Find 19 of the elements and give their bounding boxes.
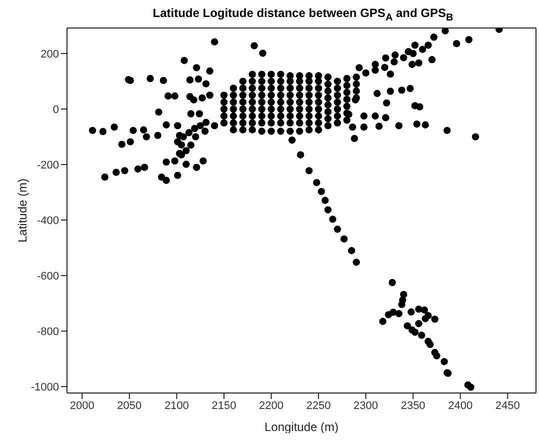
x-tick-label: 2300 xyxy=(354,400,378,412)
y-tick-label: -800 xyxy=(36,326,59,338)
x-tick-label: 2400 xyxy=(448,400,473,412)
y-tick-label: 0 xyxy=(52,104,59,116)
y-tick-label: -200 xyxy=(36,159,59,172)
x-tick-label: 2200 xyxy=(259,400,284,412)
y-tick-label: -600 xyxy=(36,270,59,282)
y-tick-label: -1000 xyxy=(30,382,59,394)
x-tick-label: 2350 xyxy=(400,400,426,412)
x-tick-label: 2450 xyxy=(495,400,520,412)
x-tick-label: 2050 xyxy=(117,400,142,412)
y-axis-title: Latitude (m) xyxy=(15,178,30,243)
x-tick-label: 2250 xyxy=(306,400,331,412)
y-tick-label: -400 xyxy=(36,214,59,227)
chart-title: Latitude Logitude distance between GPS$_{A}$ and GPS$_{B}$ xyxy=(152,6,454,24)
x-tick-label: 2100 xyxy=(164,400,189,412)
y-tick-label: 200 xyxy=(40,48,59,60)
x-tick-label: 2000 xyxy=(70,400,94,412)
x-tick-label: 2150 xyxy=(212,400,236,412)
